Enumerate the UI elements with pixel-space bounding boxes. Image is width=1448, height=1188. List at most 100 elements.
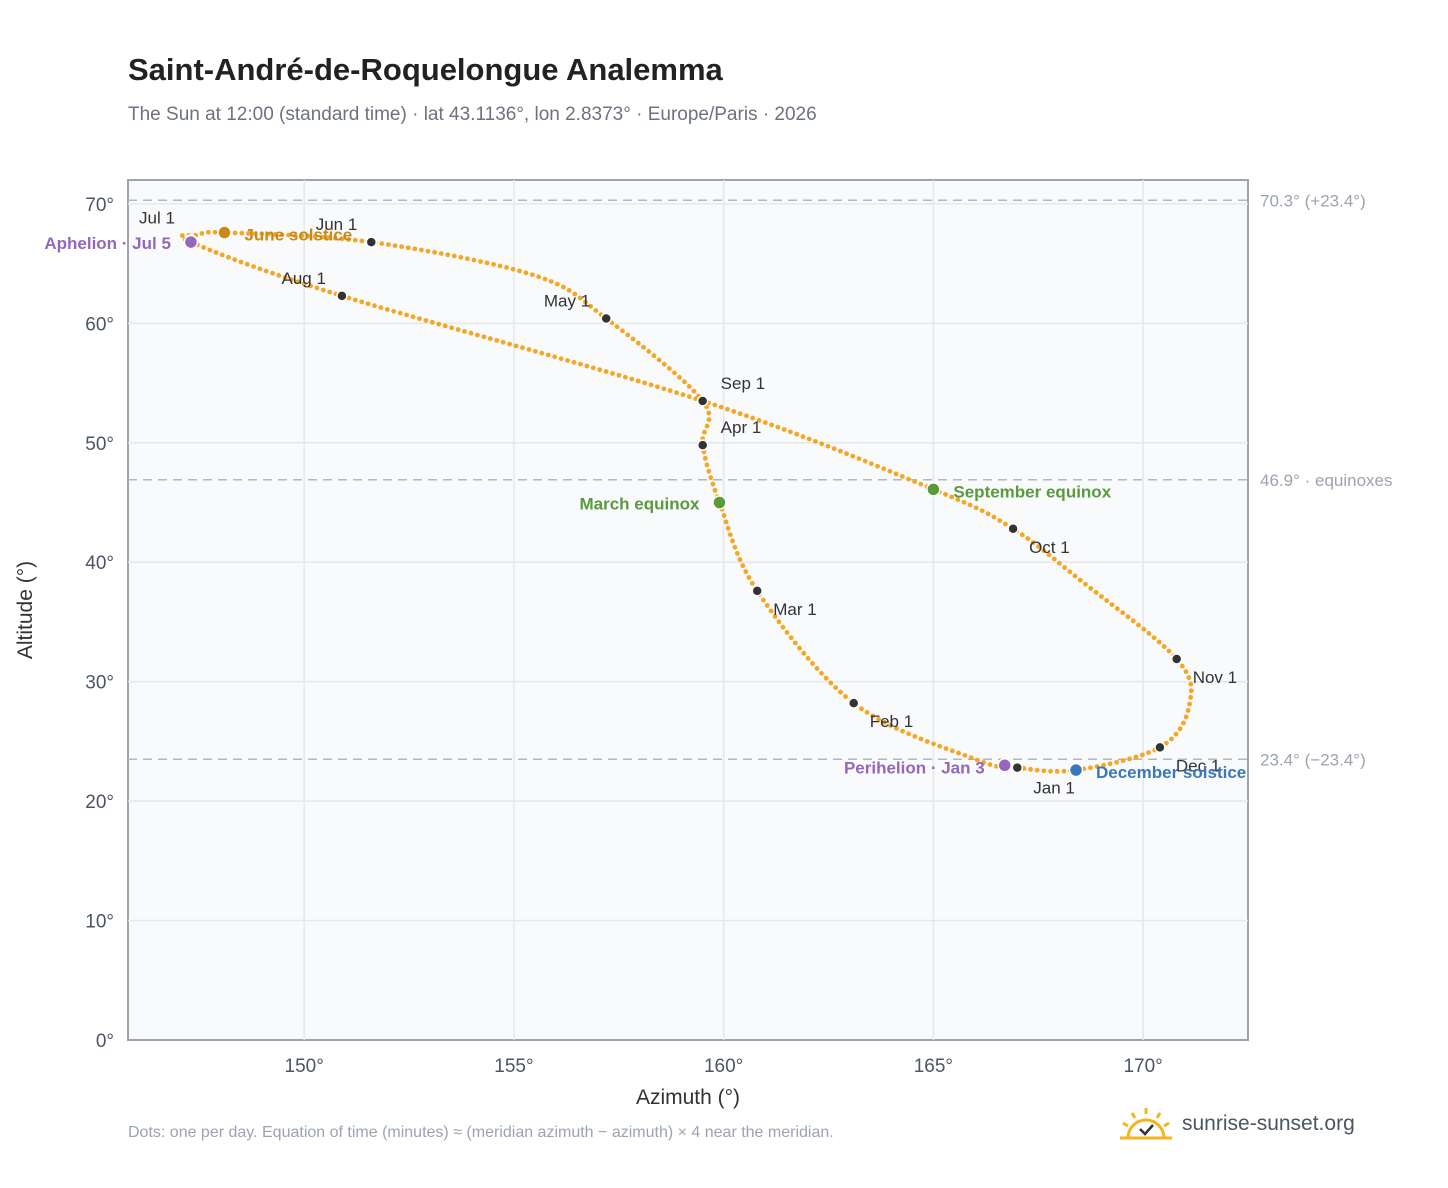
- daily-dot: [1183, 669, 1189, 675]
- daily-dot: [740, 563, 746, 569]
- daily-dot: [436, 321, 442, 327]
- event-marker-label: Aphelion · Jul 5: [44, 234, 171, 253]
- daily-dot: [1151, 635, 1157, 641]
- plot-area: [127, 179, 1249, 1041]
- daily-dot: [1188, 695, 1194, 700]
- daily-dot: [912, 734, 918, 739]
- month-marker-label: Nov 1: [1193, 668, 1237, 687]
- daily-dot: [620, 328, 625, 334]
- daily-dot: [565, 358, 570, 363]
- daily-dot: [359, 238, 365, 244]
- month-marker-dot: [696, 395, 709, 407]
- daily-dot: [590, 365, 596, 371]
- daily-dot: [642, 380, 648, 386]
- daily-dot: [365, 301, 371, 307]
- daily-dot: [1061, 768, 1067, 774]
- daily-dot: [1133, 754, 1139, 760]
- daily-dot: [666, 366, 672, 371]
- daily-dot: [1104, 598, 1110, 603]
- daily-dot: [768, 608, 774, 614]
- daily-dot: [730, 538, 735, 544]
- daily-dot: [552, 354, 558, 360]
- daily-dot: [292, 233, 298, 238]
- daily-dot: [1088, 585, 1094, 591]
- daily-dot: [962, 752, 968, 758]
- daily-dot: [1120, 610, 1126, 616]
- daily-dot: [346, 237, 352, 242]
- daily-dot: [603, 369, 609, 374]
- daily-dot: [725, 406, 730, 412]
- month-marker-label: Feb 1: [870, 712, 913, 731]
- daily-dot: [548, 279, 554, 284]
- daily-dot: [410, 314, 416, 320]
- daily-dot: [712, 487, 718, 493]
- daily-dot: [864, 710, 870, 715]
- daily-dot: [743, 569, 749, 575]
- x-tick-label: 165°: [914, 1056, 953, 1077]
- daily-dot: [1025, 536, 1031, 541]
- daily-dot: [577, 295, 583, 301]
- daily-dot: [775, 424, 781, 430]
- daily-dot: [680, 392, 686, 398]
- daily-dot: [956, 750, 961, 756]
- daily-dot: [859, 706, 864, 712]
- daily-dot: [801, 650, 807, 656]
- daily-dot: [1054, 768, 1060, 774]
- daily-dot: [906, 476, 911, 482]
- daily-dot: [712, 402, 718, 408]
- daily-dot: [578, 361, 583, 367]
- y-tick-label: 50°: [85, 434, 114, 455]
- month-marker-dot: [696, 439, 709, 451]
- daily-dot: [819, 670, 824, 676]
- month-marker-label: Jul 1: [139, 209, 175, 228]
- daily-dot: [1030, 540, 1036, 545]
- daily-dot: [610, 371, 615, 376]
- daily-dot: [566, 287, 572, 293]
- x-tick-label: 150°: [285, 1056, 324, 1077]
- daily-dot: [1156, 639, 1162, 645]
- daily-dot: [1146, 750, 1152, 756]
- daily-dot: [744, 413, 749, 419]
- month-marker-dot: [1170, 653, 1183, 665]
- daily-dot: [1181, 720, 1186, 726]
- x-axis-label: Azimuth (°): [636, 1086, 740, 1109]
- y-tick-label: 0°: [96, 1031, 114, 1052]
- month-marker-dot: [847, 697, 860, 709]
- daily-dot: [308, 283, 313, 289]
- daily-dot: [973, 505, 979, 511]
- daily-dot: [1185, 708, 1191, 713]
- daily-dot: [784, 630, 790, 635]
- daily-dot: [870, 713, 876, 719]
- daily-dot: [539, 350, 545, 356]
- daily-dot: [484, 260, 490, 266]
- daily-dot: [1186, 675, 1192, 681]
- month-marker-label: May 1: [544, 292, 590, 311]
- daily-dot: [894, 725, 899, 731]
- daily-dot: [536, 274, 542, 280]
- daily-dot: [520, 345, 525, 351]
- daily-dot: [677, 374, 682, 380]
- daily-dot: [201, 245, 207, 250]
- daily-dot: [746, 575, 752, 580]
- brand-logo[interactable]: sunrise-sunset.org: [1118, 1100, 1355, 1148]
- daily-dot: [1166, 648, 1172, 654]
- daily-dot: [212, 229, 218, 235]
- daily-dot: [780, 624, 786, 630]
- daily-dot: [1088, 765, 1093, 771]
- daily-dot: [900, 728, 905, 734]
- month-marker-label: Jun 1: [316, 215, 358, 234]
- y-tick-label: 70°: [85, 195, 114, 216]
- daily-dot: [332, 235, 338, 241]
- event-marker-label: September equinox: [953, 482, 1111, 501]
- daily-dot: [731, 409, 737, 414]
- daily-dot: [646, 349, 652, 354]
- daily-dot: [1109, 602, 1115, 608]
- daily-dot: [504, 265, 509, 270]
- sun-check-icon: [1120, 1108, 1172, 1140]
- daily-dot: [810, 661, 815, 666]
- event-marker-dot: [997, 758, 1012, 773]
- daily-dot: [614, 324, 620, 330]
- daily-dot: [906, 731, 912, 737]
- daily-dot: [1094, 764, 1100, 769]
- daily-dot: [263, 268, 269, 274]
